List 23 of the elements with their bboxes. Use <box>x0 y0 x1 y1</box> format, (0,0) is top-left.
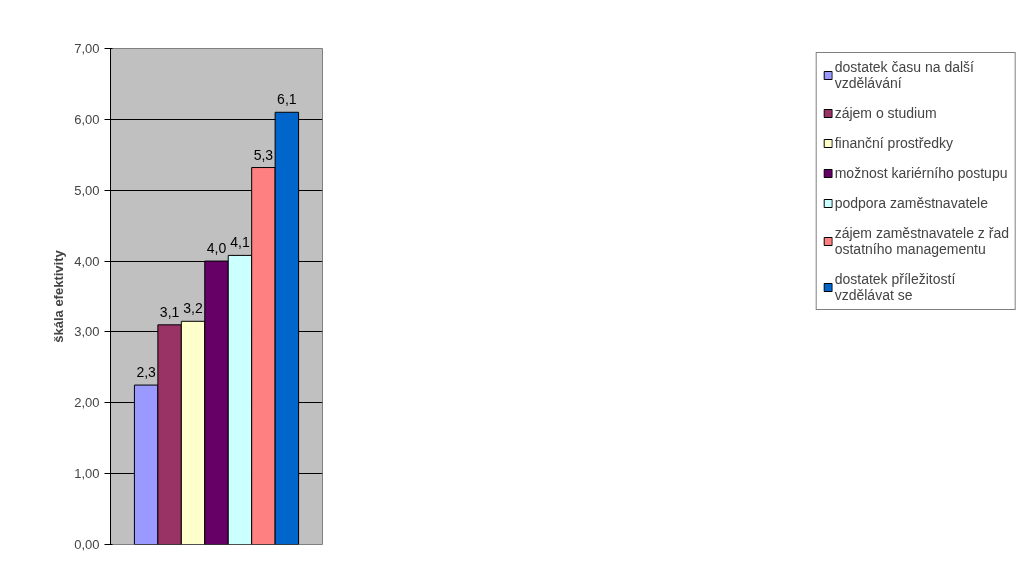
data-label: 3,1 <box>159 303 180 320</box>
y-tick-label: 1,00 <box>74 466 100 482</box>
legend-label: možnost kariérního postupu <box>834 165 1008 181</box>
legend-label: finanční prostředky <box>834 135 953 151</box>
data-label: 3,2 <box>183 300 203 317</box>
legend-label: dostatek příležitostí vzdělávat se <box>834 271 956 303</box>
data-label: 5,3 <box>253 146 274 163</box>
data-label: 4,0 <box>206 240 227 257</box>
legend-label: zájem zaměstnavatele z řad ostatního managementu <box>834 225 1009 257</box>
data-label: 6,1 <box>277 91 297 108</box>
legend-label: podpora zaměstnavatele <box>834 195 989 211</box>
legend-label: dostatek času na další vzdělávání <box>834 59 974 91</box>
y-tick-label: 0,00 <box>74 537 100 552</box>
legend-label: zájem o studium <box>834 105 937 121</box>
data-label: 2,3 <box>136 364 157 381</box>
y-tick-label: 6,00 <box>74 111 100 127</box>
y-tick-label: 3,00 <box>74 324 100 340</box>
y-tick-label: 2,00 <box>74 395 100 411</box>
y-tick-label: 5,00 <box>74 182 100 198</box>
y-tick-label: 7,00 <box>74 41 100 56</box>
data-label: 4,1 <box>230 234 250 251</box>
y-tick-label: 4,00 <box>74 253 100 269</box>
y-axis-title: škála efektivity <box>51 249 67 343</box>
